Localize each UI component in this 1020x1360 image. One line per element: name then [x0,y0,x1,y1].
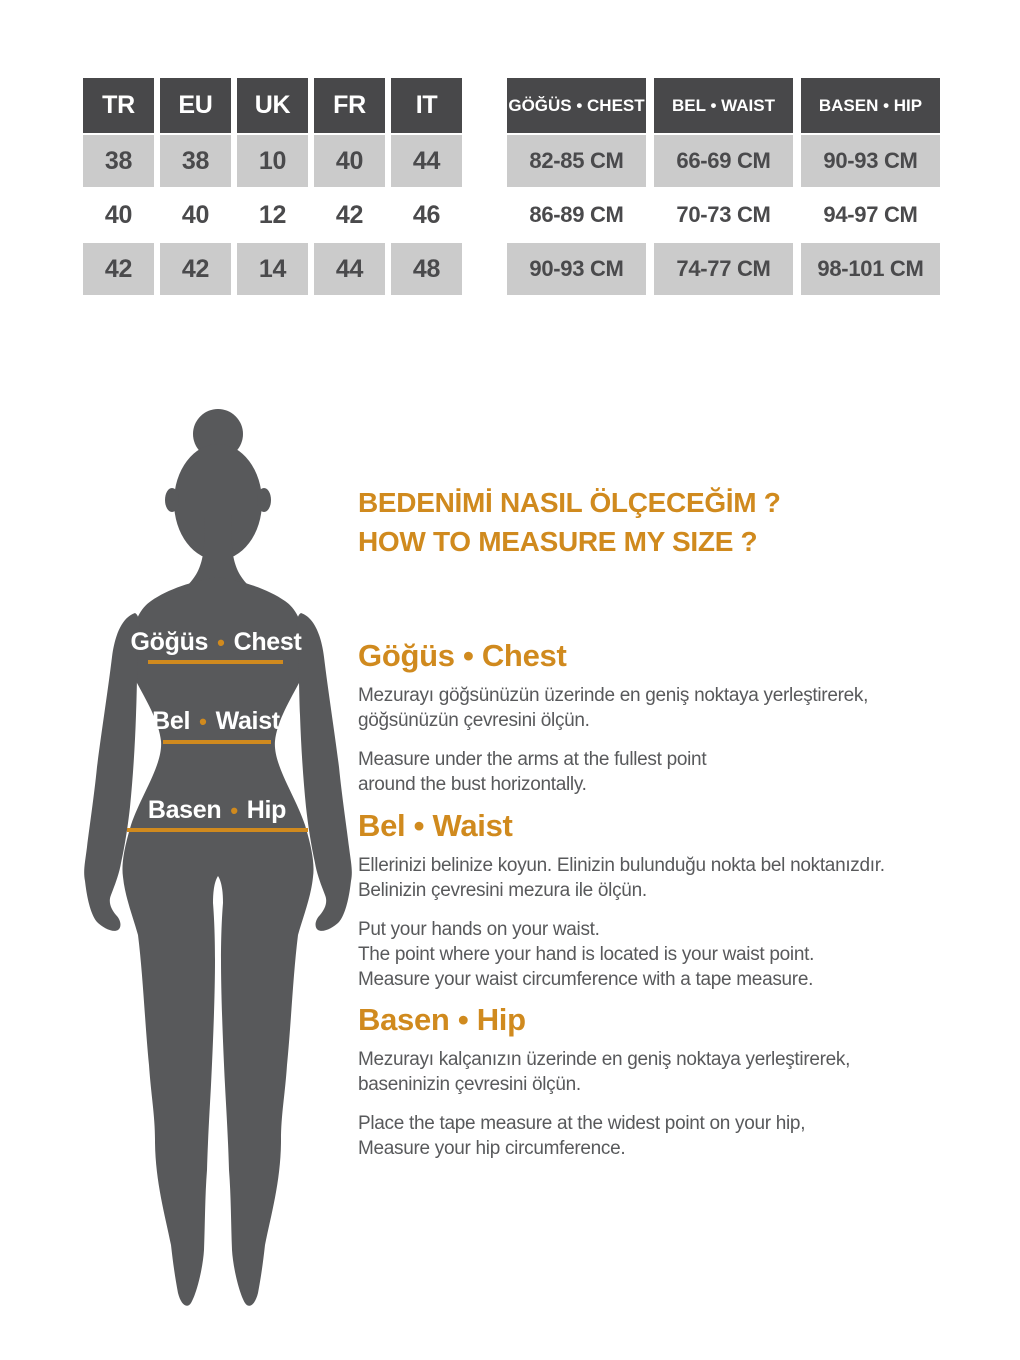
section-waist-text-tr: Ellerinizi belinize koyun. Elinizin bulu… [358,855,885,901]
section-chest-text-en: Measure under the arms at the fullest po… [358,749,707,795]
waist-label-tr: Bel [152,707,191,735]
column-header-tr: TR [83,78,154,133]
section-chest-text-tr: Mezurayı göğsünüzün üzerinde en geniş no… [358,685,869,731]
size-cell: 38 [160,135,231,187]
column-header-chest: GÖĞÜS • CHEST [507,78,646,133]
section-hip-heading: Basen • Hip [358,1002,526,1037]
size-cell: 44 [314,243,385,295]
size-cell: 42 [83,243,154,295]
size-conversion-table: TR EU UK FR IT 38 38 10 40 44 40 40 12 4… [83,78,462,295]
size-cell: 48 [391,243,462,295]
size-cell: 46 [391,189,462,241]
column-header-waist: BEL • WAIST [654,78,793,133]
measurement-cell: 74-77 CM [654,243,793,295]
size-cell: 42 [314,189,385,241]
column-header-uk: UK [237,78,308,133]
size-cell: 44 [391,135,462,187]
size-cell: 10 [237,135,308,187]
size-cell: 14 [237,243,308,295]
bullet-dot-icon: • [199,708,207,734]
size-cell: 42 [160,243,231,295]
measurement-table: GÖĞÜS • CHEST BEL • WAIST BASEN • HIP 82… [507,78,940,295]
size-cell: 40 [314,135,385,187]
hip-label: Basen • Hip [128,796,306,825]
size-cell: 38 [83,135,154,187]
section-waist: Bel • Waist Ellerinizi belinize koyun. E… [358,808,998,1006]
measurement-cell: 70-73 CM [654,189,793,241]
chest-label-tr: Göğüs [130,628,209,656]
measurement-cell: 90-93 CM [801,135,940,187]
column-header-fr: FR [314,78,385,133]
section-hip-text-en: Place the tape measure at the widest poi… [358,1113,806,1159]
chest-label: Göğüs • Chest [130,628,302,657]
section-chest-heading: Göğüs • Chest [358,638,567,673]
hip-label-tr: Basen [147,796,222,824]
chest-label-en: Chest [233,628,302,656]
page-title-en: HOW TO MEASURE MY SIZE ? [358,526,758,557]
bullet-dot-icon: • [217,629,225,655]
woman-silhouette-icon [84,409,352,1306]
column-header-hip: BASEN • HIP [801,78,940,133]
measurement-cell: 66-69 CM [654,135,793,187]
column-header-eu: EU [160,78,231,133]
measurement-cell: 98-101 CM [801,243,940,295]
waist-label: Bel • Waist [143,707,289,736]
chest-measure-line [148,660,283,664]
waist-label-en: Waist [215,707,281,735]
measurement-cell: 94-97 CM [801,189,940,241]
column-header-it: IT [391,78,462,133]
figure-silhouette-container [83,405,353,1315]
hip-measure-line [127,828,308,832]
measurement-cell: 90-93 CM [507,243,646,295]
measurement-cell: 86-89 CM [507,189,646,241]
section-hip-text-tr: Mezurayı kalçanızın üzerinde en geniş no… [358,1049,851,1095]
measurement-cell: 82-85 CM [507,135,646,187]
section-chest: Göğüs • Chest Mezurayı göğsünüzün üzerin… [358,638,998,811]
hip-label-en: Hip [246,796,287,824]
section-waist-text-en: Put your hands on your waist. The point … [358,919,815,990]
page-title-tr: BEDENİMİ NASIL ÖLÇECEĞİM ? [358,487,781,518]
size-cell: 40 [83,189,154,241]
size-cell: 40 [160,189,231,241]
waist-measure-line [163,740,271,744]
page-title: BEDENİMİ NASIL ÖLÇECEĞİM ? HOW TO MEASUR… [358,483,781,561]
section-hip: Basen • Hip Mezurayı kalçanızın üzerinde… [358,1002,998,1175]
bullet-dot-icon: • [230,797,238,823]
size-cell: 12 [237,189,308,241]
section-waist-heading: Bel • Waist [358,808,513,843]
